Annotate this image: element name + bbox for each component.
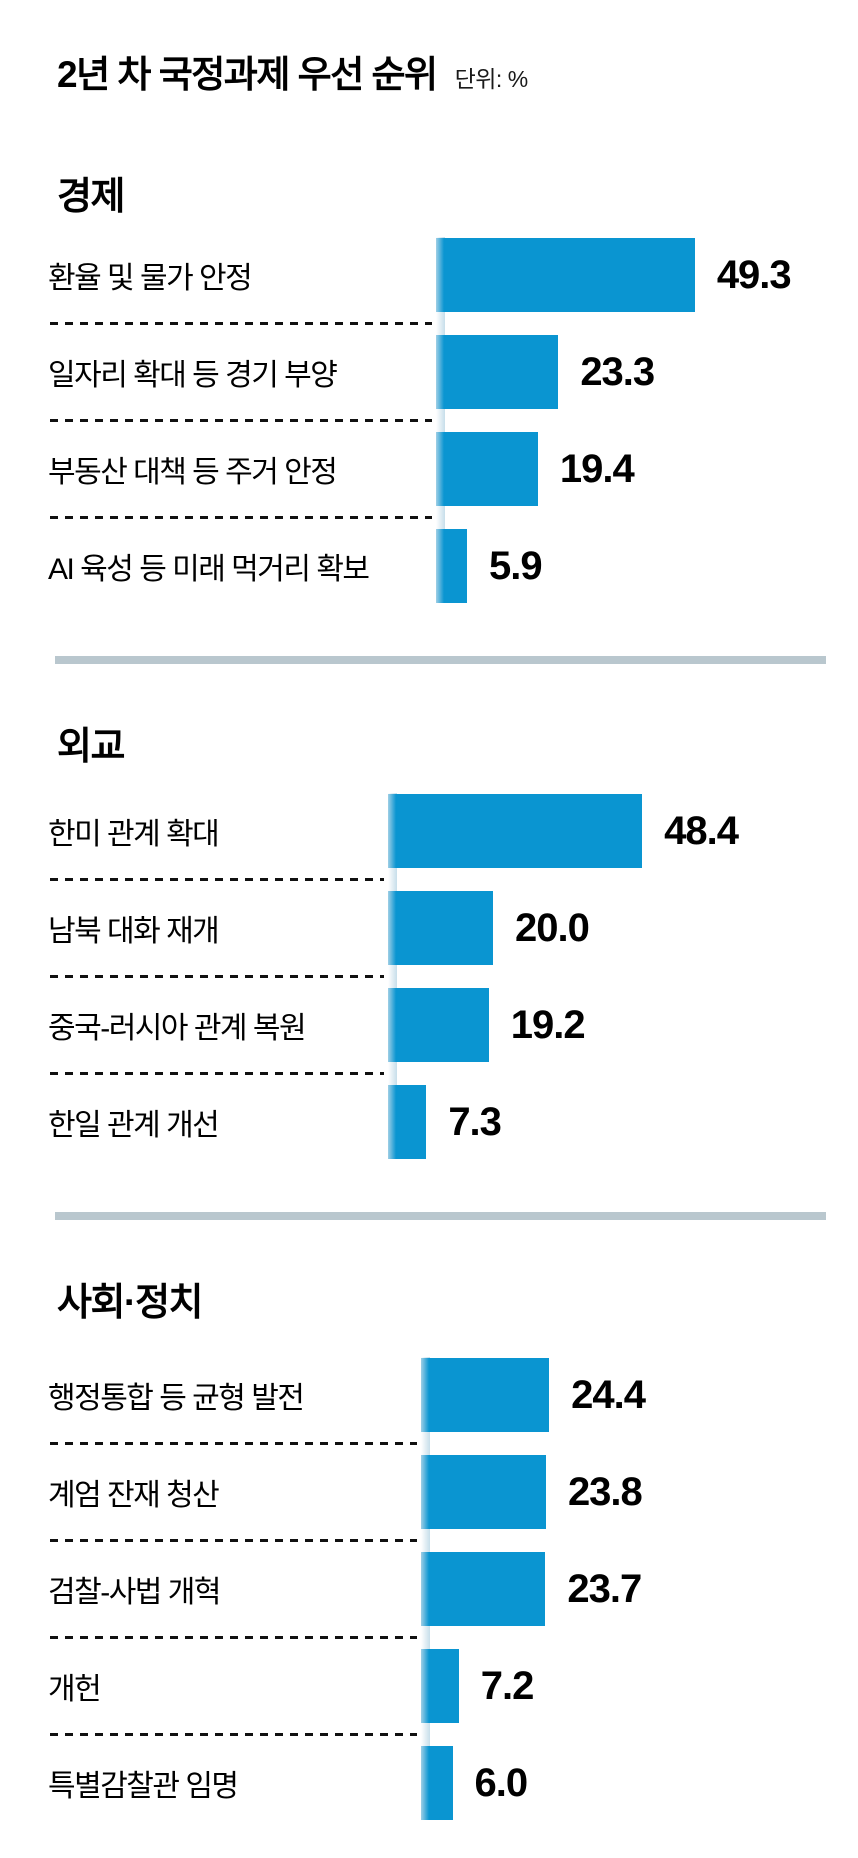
title-block: 2년 차 국정과제 우선 순위 단위: % xyxy=(57,0,858,96)
bar-label: 개헌 xyxy=(48,1672,102,1706)
bar-area: 23.7 xyxy=(421,1540,642,1637)
bar-label: 검찰-사법 개혁 xyxy=(48,1575,221,1609)
bar-label: 한미 관계 확대 xyxy=(48,817,220,851)
section-society-title: 사회·정치 xyxy=(57,1282,204,1324)
section-diplomacy-title: 외교 xyxy=(57,726,125,768)
bar-row: 한일 관계 개선 7.3 xyxy=(0,1071,858,1170)
section-divider xyxy=(55,656,826,664)
bar-area: 5.9 xyxy=(436,517,543,614)
bar-label: 남북 대화 재개 xyxy=(48,914,220,948)
bar-value: 19.4 xyxy=(559,446,635,491)
section-society: 사회·정치 행정통합 등 균형 발전 24.4 계엄 잔재 청산 23.8 검찰… xyxy=(0,1282,858,1831)
bar-area: 7.3 xyxy=(388,1073,502,1170)
bar-label: 중국-러시아 관계 복원 xyxy=(48,1011,307,1045)
bar xyxy=(436,237,695,312)
bar-row: 중국-러시아 관계 복원 19.2 xyxy=(0,974,858,1073)
bar-area: 49.3 xyxy=(436,226,792,323)
bar-label: 환율 및 물가 안정 xyxy=(48,261,253,295)
bar-value: 5.9 xyxy=(488,543,543,588)
bar-row: 계엄 잔재 청산 23.8 xyxy=(0,1441,858,1540)
section-economy: 경제 환율 및 물가 안정 49.3 일자리 확대 등 경기 부양 23.3 부… xyxy=(0,176,858,614)
bar-value: 7.2 xyxy=(480,1663,535,1708)
bar-value: 20.0 xyxy=(515,905,590,950)
bar-area: 20.0 xyxy=(388,879,590,976)
bar-value: 48.4 xyxy=(664,808,739,853)
bar-value: 49.3 xyxy=(716,252,792,297)
bar-label: 일자리 확대 등 경기 부양 xyxy=(48,358,338,392)
bar-value: 7.3 xyxy=(448,1099,502,1144)
bar-row: 환율 및 물가 안정 49.3 xyxy=(0,226,858,323)
bar-row: 한미 관계 확대 48.4 xyxy=(0,782,858,879)
bar-area: 6.0 xyxy=(421,1734,529,1831)
bar-value: 6.0 xyxy=(474,1760,529,1805)
bar-row: 부동산 대책 등 주거 안정 19.4 xyxy=(0,418,858,517)
bar-area: 19.4 xyxy=(436,420,635,517)
bar-value: 24.4 xyxy=(571,1372,646,1417)
section-society-rows: 행정통합 등 균형 발전 24.4 계엄 잔재 청산 23.8 검찰-사법 개혁… xyxy=(0,1346,858,1831)
bar-row: 특별감찰관 임명 6.0 xyxy=(0,1732,858,1831)
bar xyxy=(421,1357,550,1432)
bar xyxy=(421,1454,546,1529)
bar xyxy=(436,334,559,409)
bar-area: 24.4 xyxy=(421,1346,646,1443)
bar xyxy=(388,793,643,868)
bar-label: 계엄 잔재 청산 xyxy=(48,1478,220,1512)
bar-row: 검찰-사법 개혁 23.7 xyxy=(0,1538,858,1637)
bar-area: 7.2 xyxy=(421,1637,535,1734)
bar xyxy=(421,1745,453,1820)
bar-area: 23.3 xyxy=(436,323,655,420)
section-economy-rows: 환율 및 물가 안정 49.3 일자리 확대 등 경기 부양 23.3 부동산 … xyxy=(0,226,858,614)
bar-row: 남북 대화 재개 20.0 xyxy=(0,877,858,976)
bar-area: 48.4 xyxy=(388,782,739,879)
bar xyxy=(436,528,467,603)
bar-value: 23.7 xyxy=(567,1566,642,1611)
bar-row: 일자리 확대 등 경기 부양 23.3 xyxy=(0,321,858,420)
bar xyxy=(436,431,538,506)
bar-area: 19.2 xyxy=(388,976,586,1073)
bar-label: 특별감찰관 임명 xyxy=(48,1769,239,1803)
bar-value: 23.3 xyxy=(580,349,655,394)
bar xyxy=(388,987,489,1062)
chart-title: 2년 차 국정과제 우선 순위 xyxy=(57,54,438,95)
unit-label: 단위: % xyxy=(454,66,529,92)
section-diplomacy: 외교 한미 관계 확대 48.4 남북 대화 재개 20.0 중국-러시아 관계… xyxy=(0,726,858,1170)
bar-label: AI 육성 등 미래 먹거리 확보 xyxy=(48,552,370,586)
bar-area: 23.8 xyxy=(421,1443,643,1540)
section-divider xyxy=(55,1212,826,1220)
section-diplomacy-rows: 한미 관계 확대 48.4 남북 대화 재개 20.0 중국-러시아 관계 복원… xyxy=(0,782,858,1170)
bar-label: 행정통합 등 균형 발전 xyxy=(48,1381,305,1415)
bar-label: 부동산 대책 등 주거 안정 xyxy=(48,455,338,489)
bar xyxy=(388,1084,427,1159)
bar-value: 19.2 xyxy=(510,1002,586,1047)
bar xyxy=(388,890,493,965)
bar-value: 23.8 xyxy=(567,1469,643,1514)
bar-row: 행정통합 등 균형 발전 24.4 xyxy=(0,1346,858,1443)
bar xyxy=(421,1551,546,1626)
bar-label: 한일 관계 개선 xyxy=(48,1108,220,1142)
bar-row: AI 육성 등 미래 먹거리 확보 5.9 xyxy=(0,515,858,614)
bar-row: 개헌 7.2 xyxy=(0,1635,858,1734)
bar xyxy=(421,1648,459,1723)
section-economy-title: 경제 xyxy=(57,176,125,218)
